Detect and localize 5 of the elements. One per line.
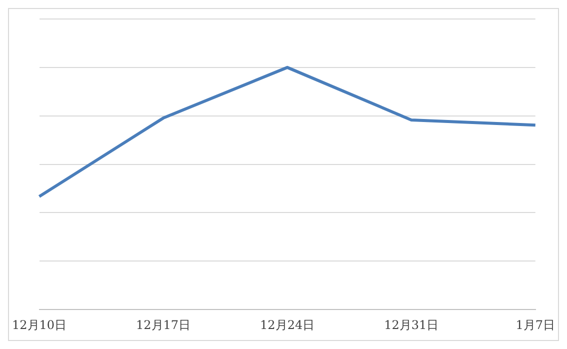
x-tick-label: 12月17日: [136, 318, 191, 332]
x-tick-label: 12月31日: [384, 318, 439, 332]
x-tick-label: 1月7日: [516, 318, 556, 332]
x-tick-label: 12月24日: [260, 318, 315, 332]
x-tick-label: 12月10日: [12, 318, 67, 332]
